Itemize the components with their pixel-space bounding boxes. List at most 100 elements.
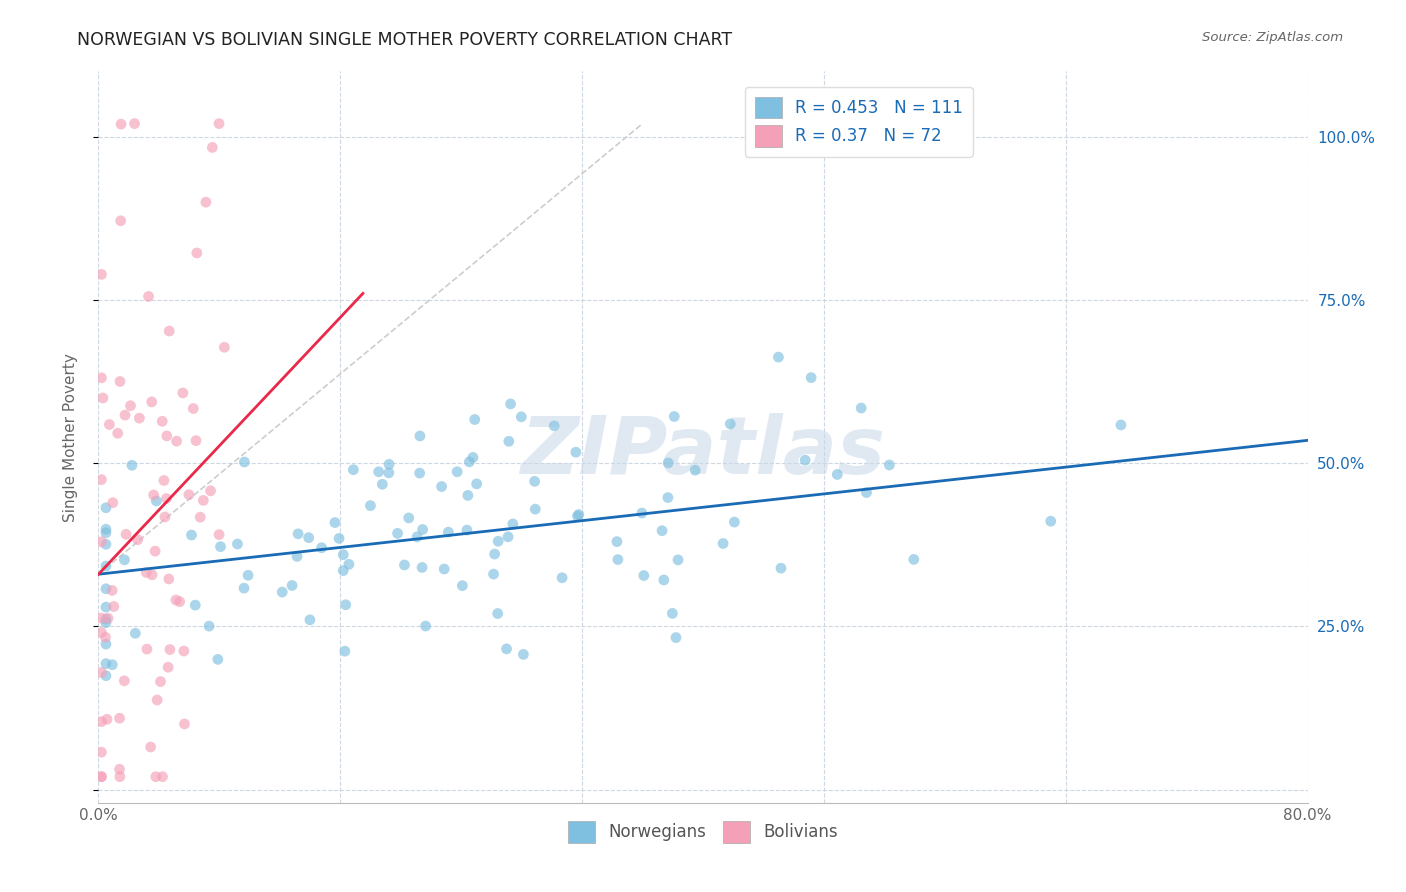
Point (90, 268, 112, 282)
Point (446, 465, 468, 479)
Point (173, 717, 195, 731)
Point (855, 485, 877, 500)
Point (96, 712, 118, 726)
Point (378, 466, 401, 480)
Point (90, 473, 112, 487)
Point (90, 625, 112, 640)
Point (139, 739, 162, 754)
Point (165, 593, 187, 607)
Point (94, 657, 117, 671)
Point (94, 600, 117, 615)
Point (90, 770, 112, 784)
Point (193, 493, 215, 508)
Point (128, 411, 150, 425)
Point (90, 665, 112, 680)
Legend: Norwegians, Bolivians: Norwegians, Bolivians (562, 814, 844, 849)
Point (495, 641, 517, 656)
Point (94, 637, 117, 651)
Point (298, 531, 321, 545)
Point (91, 391, 114, 405)
Point (606, 552, 628, 566)
Point (94, 615, 117, 630)
Point (149, 674, 172, 689)
Point (1109, 417, 1132, 432)
Point (153, 474, 176, 488)
Point (180, 528, 202, 542)
Point (124, 626, 146, 640)
Point (332, 548, 354, 562)
Point (411, 560, 433, 574)
Point (146, 693, 169, 707)
Point (207, 652, 229, 666)
Point (285, 549, 308, 564)
Point (101, 657, 124, 672)
Point (461, 450, 484, 465)
Point (328, 532, 350, 546)
Point (184, 598, 207, 612)
Point (664, 409, 686, 424)
Point (107, 426, 129, 441)
Point (90, 770, 112, 784)
Point (661, 607, 683, 621)
Point (378, 458, 401, 472)
Point (398, 511, 420, 525)
Point (120, 399, 142, 413)
Point (496, 530, 519, 544)
Point (98, 417, 121, 432)
Point (236, 568, 259, 582)
Point (103, 599, 125, 614)
Point (208, 527, 231, 541)
Point (94, 582, 117, 596)
Point (768, 350, 790, 364)
Point (114, 408, 136, 422)
Point (457, 488, 479, 502)
Point (287, 526, 309, 541)
Point (367, 465, 389, 479)
Point (430, 479, 453, 493)
Point (108, 762, 131, 776)
Point (631, 506, 654, 520)
Point (145, 494, 167, 508)
Point (606, 534, 628, 549)
Point (94, 612, 117, 626)
Point (718, 417, 741, 431)
Point (408, 466, 430, 480)
Point (332, 564, 354, 578)
Point (800, 370, 823, 384)
Point (181, 401, 204, 416)
Point (177, 488, 200, 502)
Point (145, 770, 167, 784)
Point (486, 534, 509, 549)
Point (184, 434, 207, 448)
Point (188, 510, 211, 524)
Point (711, 536, 734, 550)
Point (152, 770, 174, 784)
Point (298, 613, 321, 627)
Point (159, 642, 181, 657)
Point (568, 508, 591, 522)
Point (498, 434, 520, 449)
Point (200, 483, 222, 498)
Point (169, 595, 191, 609)
Point (141, 567, 163, 582)
Point (110, 214, 132, 228)
Point (903, 552, 925, 566)
Point (121, 458, 143, 473)
Point (94, 669, 117, 683)
Point (208, 117, 231, 131)
Point (437, 525, 460, 540)
Point (666, 553, 689, 567)
Point (94, 559, 117, 574)
Point (543, 418, 565, 433)
Point (451, 579, 474, 593)
Point (157, 572, 180, 586)
Point (657, 491, 679, 505)
Point (194, 195, 217, 210)
Point (157, 324, 180, 338)
Point (359, 499, 381, 513)
Point (141, 395, 163, 409)
Point (794, 453, 817, 467)
Point (124, 117, 146, 131)
Point (409, 429, 432, 443)
Point (281, 578, 304, 592)
